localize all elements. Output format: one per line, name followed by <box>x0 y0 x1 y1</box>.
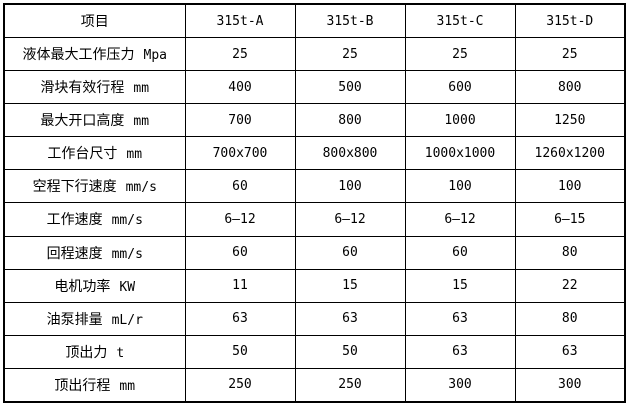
spec-value: 6—12 <box>404 202 516 237</box>
spec-unit: Mpa <box>143 48 167 64</box>
header-item: 项目 <box>3 3 186 39</box>
spec-value: 22 <box>514 268 626 303</box>
table-row: 顶出行程 mm 250 250 300 300 <box>3 367 626 403</box>
spec-unit: KW <box>119 279 136 295</box>
spec-value: 63 <box>514 334 626 369</box>
spec-value: 6—12 <box>184 202 296 237</box>
spec-value: 700x700 <box>184 136 296 171</box>
spec-table: 项目 315t-A 315t-B 315t-C 315t-D 液体最大工作压力 M… <box>3 3 626 403</box>
spec-label-cell: 顶出行程 mm <box>3 367 186 403</box>
spec-unit: mm/s <box>111 213 143 229</box>
spec-label-cell: 电机功率 KW <box>3 268 186 303</box>
header-model-a: 315t-A <box>184 3 296 39</box>
spec-value: 250 <box>294 367 406 403</box>
spec-unit: mm <box>133 114 150 130</box>
spec-value: 50 <box>294 334 406 369</box>
spec-value: 1250 <box>514 103 626 138</box>
spec-unit: mm/s <box>111 246 143 262</box>
header-model-b: 315t-B <box>294 3 406 39</box>
header-model-c: 315t-C <box>404 3 516 39</box>
table-row: 液体最大工作压力 Mpa 25 25 25 25 <box>3 37 626 72</box>
spec-label: 空程下行速度 <box>32 179 117 196</box>
spec-value: 15 <box>404 268 516 303</box>
spec-label: 电机功率 <box>54 278 111 295</box>
spec-label-cell: 回程速度 mm/s <box>3 235 186 270</box>
spec-label-cell: 顶出力 t <box>3 334 186 369</box>
spec-value: 25 <box>184 37 296 72</box>
spec-label: 滑块有效行程 <box>40 80 125 97</box>
spec-value: 300 <box>514 367 626 403</box>
spec-label: 顶出力 <box>65 344 108 361</box>
spec-unit: mm/s <box>125 180 157 196</box>
spec-value: 11 <box>184 268 296 303</box>
spec-value: 63 <box>404 334 516 369</box>
spec-value: 15 <box>294 268 406 303</box>
spec-label-cell: 滑块有效行程 mm <box>3 70 186 105</box>
table-row: 工作速度 mm/s 6—12 6—12 6—12 6—15 <box>3 202 626 237</box>
spec-label-cell: 工作速度 mm/s <box>3 202 186 237</box>
spec-value: 100 <box>404 169 516 204</box>
spec-value: 60 <box>294 235 406 270</box>
table-row: 电机功率 KW 11 15 15 22 <box>3 268 626 303</box>
spec-label: 油泵排量 <box>46 311 103 328</box>
spec-value: 50 <box>184 334 296 369</box>
table-row: 空程下行速度 mm/s 60 100 100 100 <box>3 169 626 204</box>
table-row: 油泵排量 mL/r 63 63 63 80 <box>3 301 626 336</box>
spec-label-cell: 空程下行速度 mm/s <box>3 169 186 204</box>
table-row: 滑块有效行程 mm 400 500 600 800 <box>3 70 626 105</box>
table-row: 回程速度 mm/s 60 60 60 80 <box>3 235 626 270</box>
spec-label: 工作台尺寸 <box>47 146 118 163</box>
spec-unit: mm <box>126 147 143 163</box>
spec-value: 250 <box>184 367 296 403</box>
spec-unit: mm <box>133 81 150 97</box>
spec-value: 100 <box>514 169 626 204</box>
spec-label: 工作速度 <box>46 212 103 229</box>
spec-value: 80 <box>514 301 626 336</box>
spec-value: 60 <box>404 235 516 270</box>
spec-value: 800 <box>514 70 626 105</box>
spec-value: 80 <box>514 235 626 270</box>
spec-value: 1000x1000 <box>404 136 516 171</box>
spec-value: 25 <box>404 37 516 72</box>
spec-value: 25 <box>294 37 406 72</box>
spec-value: 100 <box>294 169 406 204</box>
spec-value: 25 <box>514 37 626 72</box>
header-row: 项目 315t-A 315t-B 315t-C 315t-D <box>3 3 626 39</box>
spec-value: 6—12 <box>294 202 406 237</box>
spec-label: 回程速度 <box>46 245 103 262</box>
spec-value: 6—15 <box>514 202 626 237</box>
spec-value: 60 <box>184 169 296 204</box>
spec-value: 63 <box>184 301 296 336</box>
spec-unit: mL/r <box>111 312 143 328</box>
spec-label-cell: 最大开口高度 mm <box>3 103 186 138</box>
spec-value: 400 <box>184 70 296 105</box>
spec-value: 800 <box>294 103 406 138</box>
spec-label-cell: 工作台尺寸 mm <box>3 136 186 171</box>
table-row: 最大开口高度 mm 700 800 1000 1250 <box>3 103 626 138</box>
spec-value: 63 <box>404 301 516 336</box>
spec-value: 300 <box>404 367 516 403</box>
spec-label-cell: 油泵排量 mL/r <box>3 301 186 336</box>
spec-value: 1260x1200 <box>514 136 626 171</box>
spec-value: 1000 <box>404 103 516 138</box>
table-row: 工作台尺寸 mm 700x700 800x800 1000x1000 1260x1… <box>3 136 626 171</box>
header-model-d: 315t-D <box>514 3 626 39</box>
table-row: 顶出力 t 50 50 63 63 <box>3 334 626 369</box>
spec-unit: mm <box>119 378 136 394</box>
spec-value: 60 <box>184 235 296 270</box>
spec-label: 最大开口高度 <box>40 113 125 130</box>
spec-value: 500 <box>294 70 406 105</box>
spec-value: 700 <box>184 103 296 138</box>
spec-unit: t <box>116 345 125 361</box>
spec-value: 800x800 <box>294 136 406 171</box>
spec-value: 63 <box>294 301 406 336</box>
spec-label: 液体最大工作压力 <box>22 47 135 64</box>
spec-value: 600 <box>404 70 516 105</box>
spec-label: 顶出行程 <box>54 377 111 394</box>
spec-label-cell: 液体最大工作压力 Mpa <box>3 37 186 72</box>
